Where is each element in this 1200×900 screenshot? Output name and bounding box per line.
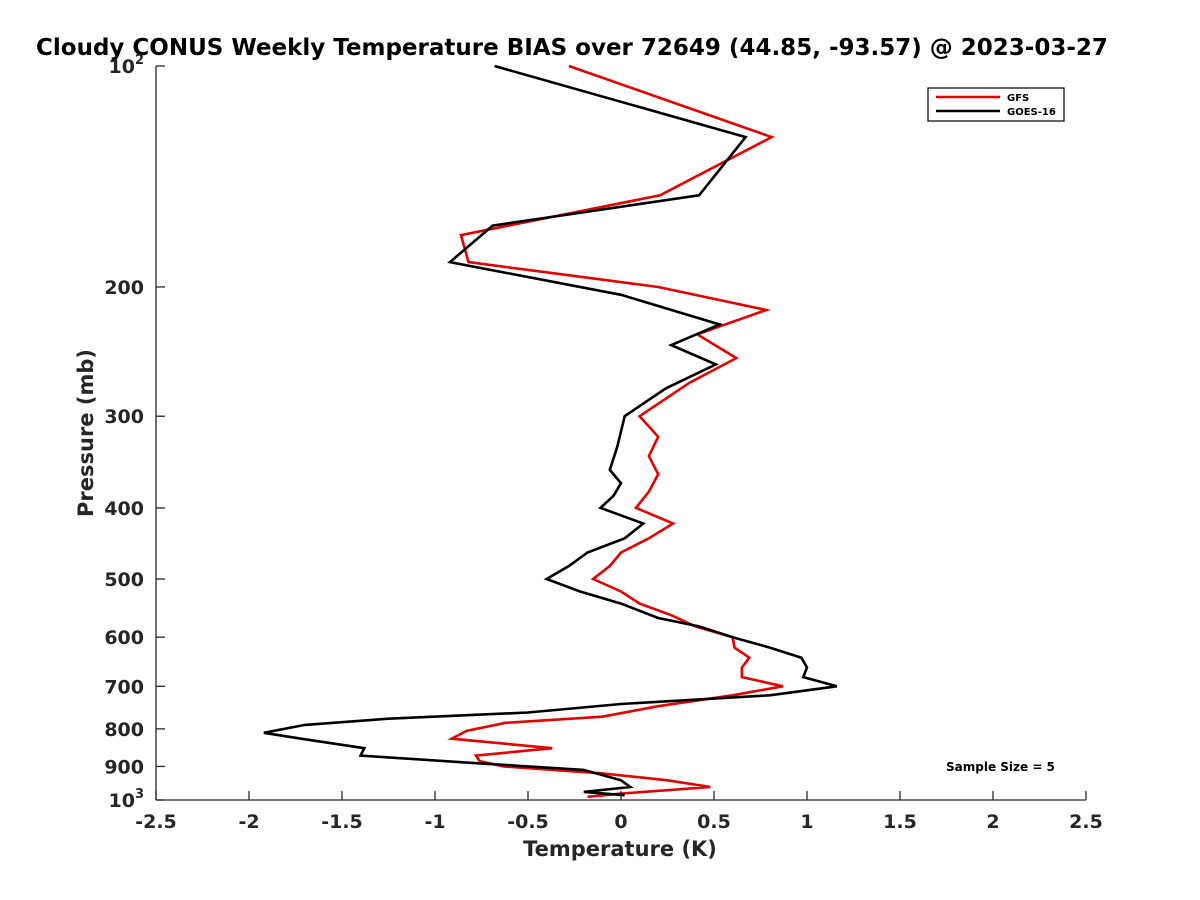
legend-label: GOES-16 [1007, 107, 1056, 118]
y-tick-label: 800 [104, 719, 144, 741]
x-tick-label: -0.5 [507, 811, 549, 833]
series-line-goes-16 [263, 64, 838, 797]
y-tick-label: 900 [104, 756, 144, 778]
x-tick-label: -2 [238, 811, 259, 833]
axes: -2.5 -2 -1.5 -1 -0.5 0 0.5 1 1.5 2 2.5 102 200 300 400… [104, 53, 1103, 833]
series-group [263, 64, 838, 799]
chart-title: Cloudy CONUS Weekly Temperature BIAS ove… [36, 35, 1108, 61]
legend-label: GFS [1007, 93, 1029, 104]
sample-size-annotation: Sample Size = 5 [946, 760, 1055, 774]
x-tick-label: 1 [800, 811, 813, 833]
y-tick-label: 600 [104, 627, 144, 649]
x-tick-label: 0 [614, 811, 627, 833]
y-tick-label: 102 [109, 53, 145, 78]
y-axis-label: Pressure (mb) [74, 349, 98, 517]
x-tick-label: 2.5 [1069, 811, 1103, 833]
x-axis-label: Temperature (K) [523, 837, 717, 861]
x-tick-label: -1 [424, 811, 445, 833]
x-tick-label: 0.5 [697, 811, 731, 833]
x-tick-label: 2 [986, 811, 999, 833]
legend: GFS GOES-16 [927, 87, 1065, 122]
legend-box [927, 87, 1065, 122]
y-tick-label: 200 [104, 277, 144, 299]
x-tick-label: -2.5 [135, 811, 177, 833]
x-tick-label: -1.5 [321, 811, 363, 833]
y-tick-label: 400 [104, 498, 144, 520]
y-tick-label: 500 [104, 569, 144, 591]
y-tick-label: 103 [109, 787, 145, 812]
y-tick-label: 700 [104, 676, 144, 698]
y-tick-label: 300 [104, 406, 144, 428]
series-line-gfs [447, 64, 784, 799]
x-tick-label: 1.5 [883, 811, 917, 833]
